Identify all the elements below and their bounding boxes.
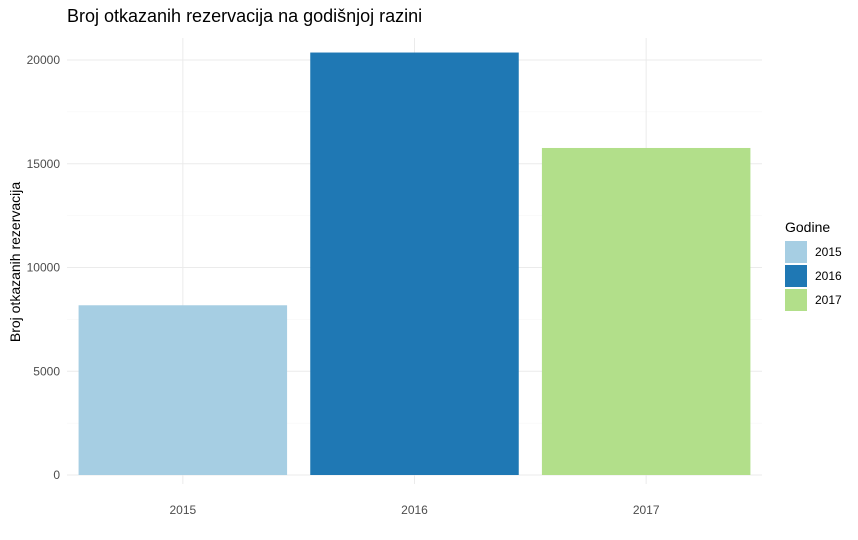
legend-title: Godine	[785, 219, 830, 235]
x-tick-label: 2016	[401, 503, 428, 517]
bar-2016	[310, 52, 519, 475]
legend-label: 2016	[815, 269, 842, 283]
y-tick-label: 10000	[27, 261, 61, 275]
y-tick-label: 5000	[33, 364, 60, 378]
legend-key-2015	[785, 241, 807, 263]
x-tick-label: 2017	[633, 503, 660, 517]
bar-2015	[78, 305, 288, 475]
x-axis-ticks: 2015 2016 2017	[169, 503, 659, 517]
y-axis-label: Broj otkazanih rezervacija	[7, 182, 23, 343]
y-tick-label: 20000	[27, 53, 61, 67]
y-axis-ticks: 0 5000 10000 15000 20000	[27, 53, 61, 482]
legend-key-2017	[785, 289, 807, 311]
legend-key-2016	[785, 265, 807, 287]
legend-label: 2015	[815, 245, 842, 259]
bars	[78, 52, 751, 476]
legend: Godine 2015 2016 2017	[785, 219, 842, 311]
bar-2017	[541, 147, 751, 476]
legend-label: 2017	[815, 293, 842, 307]
y-tick-label: 15000	[27, 157, 61, 171]
x-tick-label: 2015	[169, 503, 196, 517]
y-tick-label: 0	[53, 468, 60, 482]
chart-title: Broj otkazanih rezervacija na godišnjoj …	[67, 6, 422, 26]
